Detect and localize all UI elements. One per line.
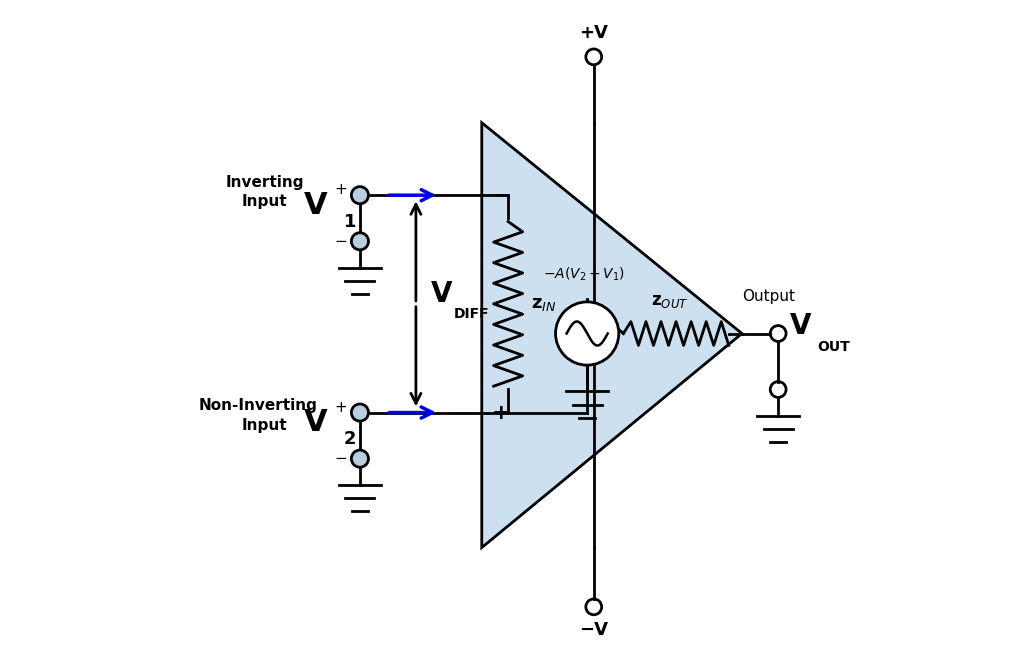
Circle shape (351, 404, 369, 421)
Text: +: + (492, 403, 511, 422)
Text: −: − (334, 451, 347, 466)
Text: +V: +V (579, 25, 608, 43)
Polygon shape (482, 123, 742, 548)
Text: Input: Input (241, 418, 287, 433)
Text: Output: Output (742, 289, 795, 304)
Text: −: − (492, 185, 511, 205)
Circle shape (351, 450, 369, 467)
Circle shape (351, 233, 369, 250)
Text: V: V (790, 311, 811, 340)
Text: −: − (334, 234, 347, 249)
Text: $\mathbf{z}_{OUT}$: $\mathbf{z}_{OUT}$ (651, 292, 688, 310)
Text: +: + (334, 182, 347, 197)
Text: Input: Input (241, 194, 287, 209)
Circle shape (351, 187, 369, 203)
Text: Non-Inverting: Non-Inverting (198, 398, 317, 414)
Text: OUT: OUT (817, 340, 851, 354)
Text: V: V (430, 280, 452, 308)
Text: $-A(V_2 - V_1)$: $-A(V_2 - V_1)$ (543, 266, 625, 283)
Circle shape (555, 302, 618, 365)
Text: +: + (334, 400, 347, 415)
Text: V: V (304, 191, 327, 219)
Text: V: V (304, 408, 327, 437)
Text: 2: 2 (344, 430, 356, 448)
Text: DIFF: DIFF (454, 307, 490, 321)
Text: 1: 1 (344, 213, 356, 231)
Text: −V: −V (579, 622, 608, 640)
Text: Inverting: Inverting (225, 175, 304, 189)
Text: $\mathbf{z}_{IN}$: $\mathbf{z}_{IN}$ (530, 295, 556, 313)
